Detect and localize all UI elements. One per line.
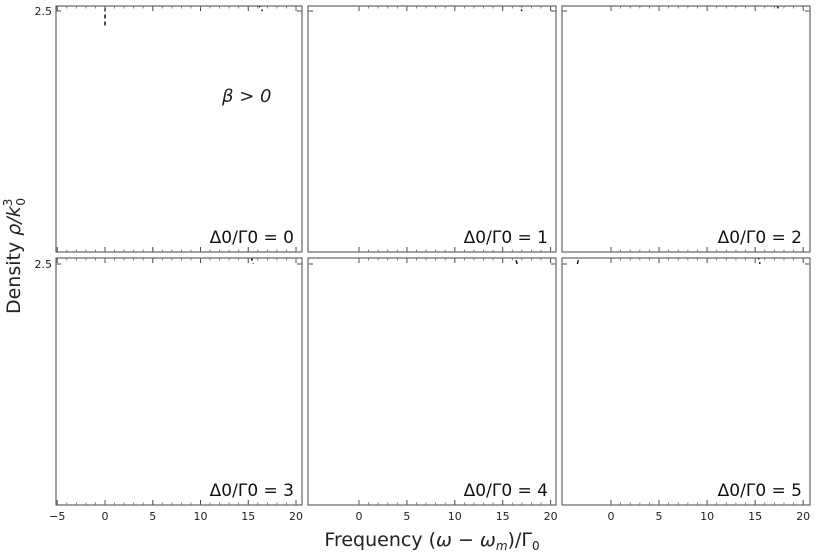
panel-label: Δ0/Γ0 = 5 (718, 481, 802, 501)
panel-frame-bg (56, 6, 302, 252)
x-axis-title-mid: )/Γ (508, 529, 533, 551)
panel-frame-bg (308, 6, 556, 252)
x-tick-label: 15 (241, 510, 255, 523)
panel-frame-bg (308, 258, 556, 505)
panel-label: Δ0/Γ0 = 2 (718, 228, 802, 248)
x-axis-title: Frequency (ω − ωm)/Γ0 (324, 529, 539, 553)
x-axis-title-prefix: Frequency ( (324, 529, 436, 551)
x-tick-label: 15 (748, 510, 762, 523)
panel-delta-0: 2.5 Δ0/Γ0 = 0 (35, 5, 303, 253)
panel-frame (561, 257, 811, 506)
panel-label: Δ0/Γ0 = 3 (210, 481, 294, 501)
x-tick-label: 10 (448, 510, 462, 523)
y-axis-title-sub: 0 (14, 198, 28, 206)
panel-frame (307, 257, 557, 506)
panel-grid: 2.5 Δ0/Γ0 = 0 Δ0/Γ0 = 1 Δ0/Γ0 = 2 2.5 −5 0 5 10 1… (35, 5, 811, 523)
y-axis-title-sup: 3 (1, 199, 15, 207)
y-axis-title-rho: ρ/k (3, 205, 25, 235)
panel-label: Δ0/Γ0 = 4 (464, 481, 548, 501)
panel-frame (55, 5, 303, 253)
beta-negative-label: β < 0 (135, 26, 185, 47)
panel-frame (561, 5, 811, 253)
panel-delta-3: 2.5 −5 0 5 10 15 20 Δ0/Γ0 = 3 (35, 257, 303, 523)
x-tick-label: 5 (149, 510, 156, 523)
panel-delta-1: Δ0/Γ0 = 1 (307, 5, 557, 253)
x-tick-label: 0 (608, 510, 615, 523)
x-tick-label: 0 (102, 510, 109, 523)
panel-frame (307, 5, 557, 253)
x-tick-label: 5 (656, 510, 663, 523)
panel-frame-bg (56, 258, 302, 505)
y-tick-label: 2.5 (35, 258, 53, 271)
panel-delta-2: Δ0/Γ0 = 2 (561, 5, 811, 253)
x-tick-label: −5 (49, 510, 65, 523)
x-tick-label: 20 (289, 510, 303, 523)
x-tick-label: 10 (194, 510, 208, 523)
panel-frame (55, 257, 303, 506)
panel-delta-4: 0 5 10 15 20 Δ0/Γ0 = 4 (307, 257, 558, 523)
x-tick-label: 10 (700, 510, 714, 523)
panel-delta-5: 0 5 10 15 20 Δ0/Γ0 = 5 (561, 257, 811, 523)
beta-positive-label: β > 0 (221, 86, 271, 107)
x-tick-label: 20 (796, 510, 810, 523)
x-axis-title-sub-m: m (496, 539, 508, 553)
x-axis-title-sub-0: 0 (532, 539, 540, 553)
x-tick-label: 5 (403, 510, 410, 523)
panel-frame-bg (562, 6, 810, 252)
y-tick-label: 2.5 (35, 5, 53, 18)
x-tick-label: 0 (356, 510, 363, 523)
panel-label: Δ0/Γ0 = 0 (210, 228, 294, 248)
y-axis-title-prefix: Density (3, 236, 25, 314)
x-tick-label: 20 (544, 510, 558, 523)
x-axis-title-omega: ω − ω (436, 529, 496, 551)
panel-label: Δ0/Γ0 = 1 (464, 228, 548, 248)
y-axis-title: Density ρ/k30 (1, 198, 28, 314)
x-tick-label: 15 (496, 510, 510, 523)
panel-frame-bg (562, 258, 810, 505)
